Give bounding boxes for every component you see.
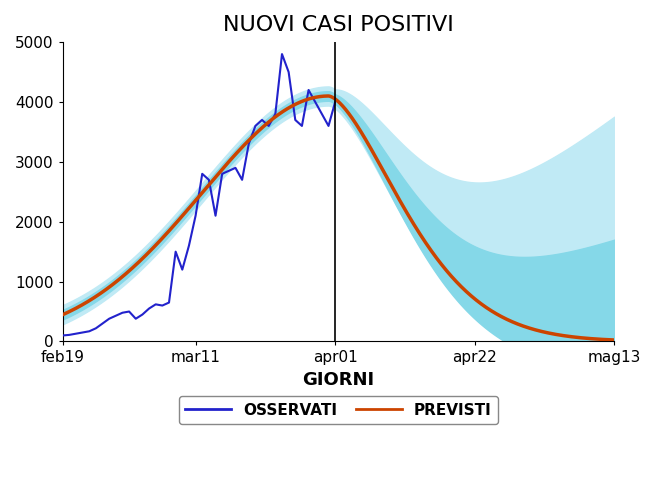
Title: NUOVI CASI POSITIVI: NUOVI CASI POSITIVI (223, 15, 454, 35)
Legend: OSSERVATI, PREVISTI: OSSERVATI, PREVISTI (179, 397, 498, 424)
X-axis label: GIORNI: GIORNI (302, 371, 375, 389)
